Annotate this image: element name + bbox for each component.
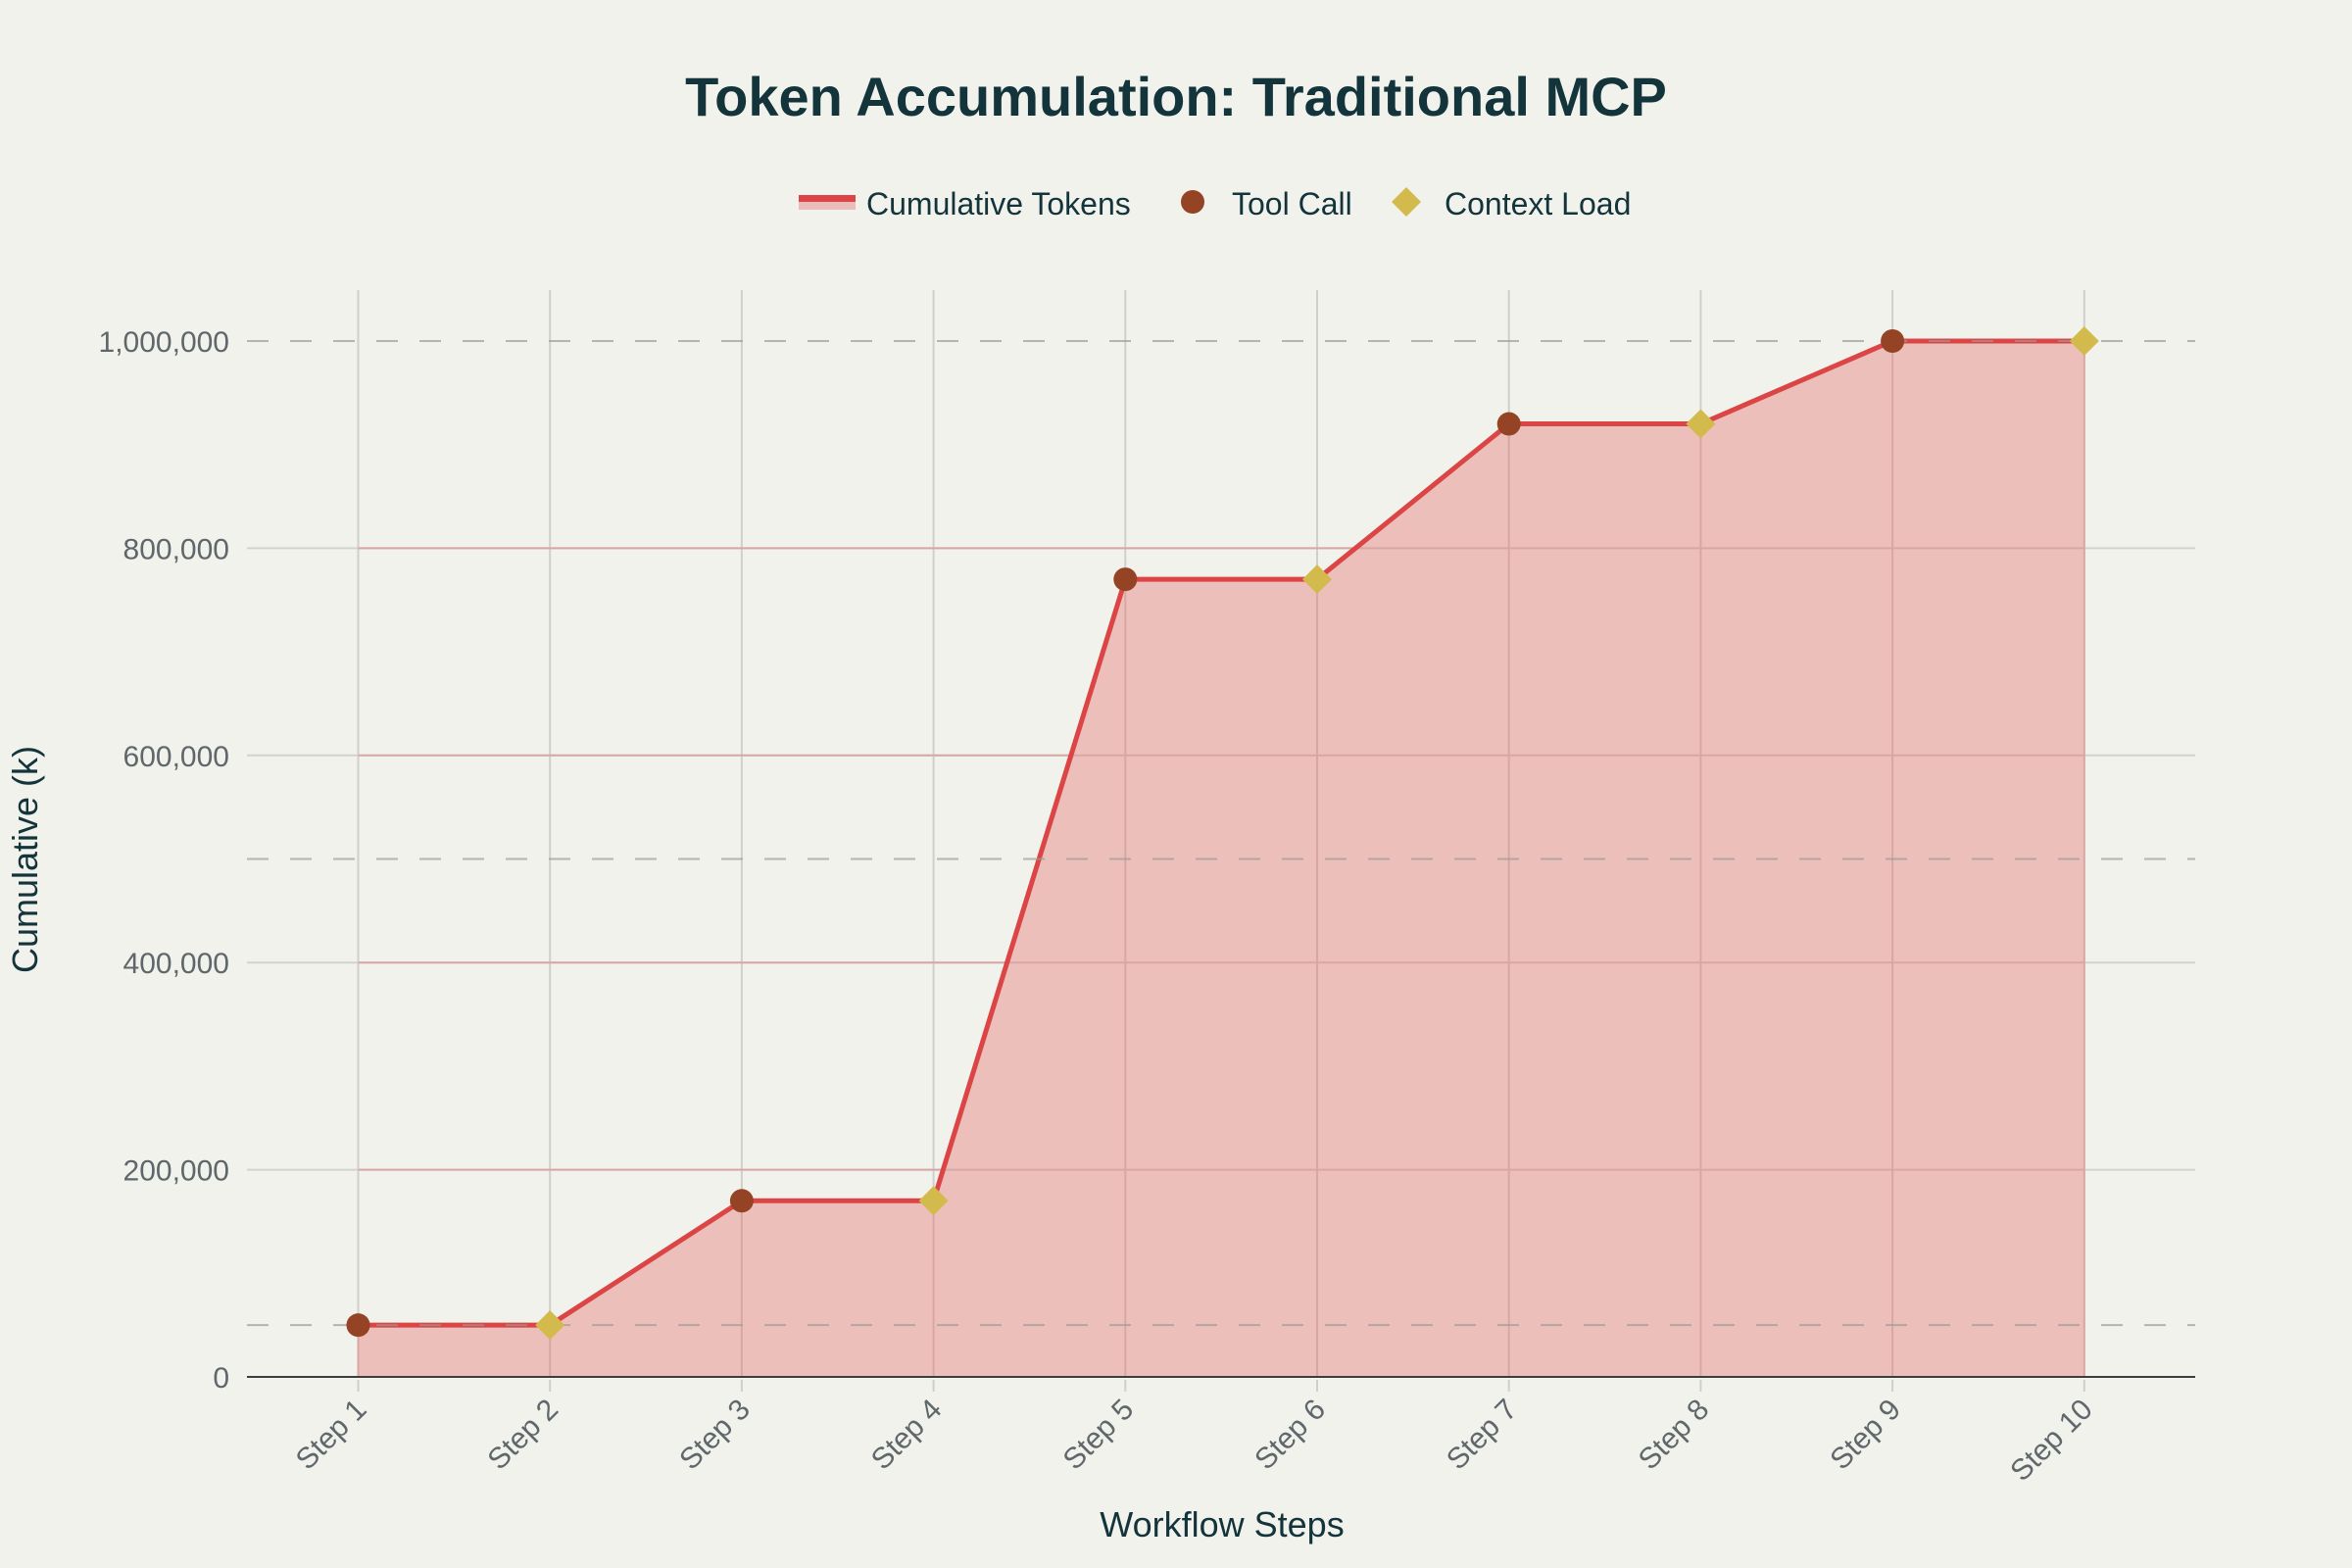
x-tick-label: Step 4 [865,1394,949,1477]
legend-label-cumulative-tokens: Cumulative Tokens [866,186,1131,221]
legend-item-context-load[interactable]: Context Load [1392,186,1631,221]
x-axis-title: Workflow Steps [1100,1504,1344,1544]
tool-call-point[interactable] [346,1313,370,1338]
x-tick-label: Step 1 [290,1394,373,1477]
legend-line-swatch [799,195,856,202]
x-tick-label: Step 9 [1824,1394,1907,1477]
area-series [357,338,2085,1377]
legend-label-tool-call: Tool Call [1232,186,1352,221]
legend-item-tool-call[interactable]: Tool Call [1181,186,1352,221]
x-tick-label: Step 8 [1633,1394,1716,1477]
context-load-point[interactable] [1302,564,1332,595]
context-load-point[interactable] [535,1310,565,1341]
y-tick-label: 1,000,000 [99,326,229,359]
x-tick-label: Step 6 [1249,1394,1332,1477]
y-tick-label: 400,000 [123,948,229,980]
x-tick-label: Step 3 [673,1394,757,1477]
x-tick-label: Step 10 [2004,1394,2098,1488]
tool-call-point[interactable] [1881,329,1905,353]
y-tick-label: 0 [213,1362,229,1395]
y-axis-ticks: 0 200,000 400,000 600,000 800,000 1,000,000 [99,326,229,1395]
context-load-point[interactable] [2069,326,2099,356]
x-tick-label: Step 2 [481,1394,564,1477]
tool-call-point[interactable] [1496,412,1521,436]
legend-label-context-load: Context Load [1445,186,1631,221]
tool-call-marker-icon [1181,190,1204,214]
legend-item-cumulative-tokens[interactable]: Cumulative Tokens [799,186,1131,221]
cumulative-tokens-line [358,338,2084,1328]
chart-title: Token Accumulation: Traditional MCP [685,66,1667,127]
legend: Cumulative Tokens Tool Call Context Load [799,186,1631,221]
x-axis-ticks: Step 1 Step 2 Step 3 Step 4 Step 5 Step 6 Step… [290,1380,2099,1488]
y-tick-label: 200,000 [123,1155,229,1188]
context-load-point[interactable] [1686,409,1716,439]
context-load-marker-icon [1392,187,1421,217]
tool-call-point[interactable] [1113,567,1138,592]
y-tick-label: 600,000 [123,741,229,773]
area-fill [358,341,2084,1377]
y-axis-title: Cumulative (k) [5,746,45,973]
x-tick-label: Step 7 [1441,1394,1524,1477]
context-load-point[interactable] [918,1186,949,1216]
tool-call-point[interactable] [729,1189,754,1213]
x-tick-label: Step 5 [1057,1394,1141,1477]
y-tick-label: 800,000 [123,533,229,565]
data-markers [346,326,2099,1341]
